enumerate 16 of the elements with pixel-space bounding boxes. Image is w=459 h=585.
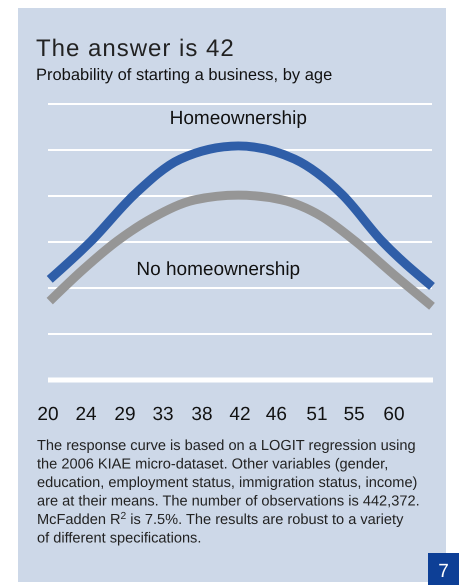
text: 7 — [438, 561, 449, 582]
x-tick-label: 55 — [344, 404, 365, 425]
x-tick-label: 38 — [191, 404, 213, 425]
series-label: Homeownership — [170, 108, 307, 129]
series-label: No homeownership — [136, 259, 300, 280]
chart-title: The answer is 42 — [36, 35, 235, 62]
x-tick-label: 51 — [306, 404, 328, 425]
x-tick-label: 24 — [75, 404, 98, 425]
x-tick-label: 20 — [37, 404, 59, 425]
text: The response curve is based on a LOGIT regression using the 2006 KIAE micro-dataset. Other variables (gender, education, employment status, immigration status, income) are at their means. The number of observations is 442,372. McFadden R$^{2}$ is 7.5%. The results are robust to a variety of different specifications. — [37, 438, 420, 546]
x-tick-label: 60 — [383, 404, 405, 425]
x-tick-label: 42 — [229, 404, 251, 425]
chart-subtitle: Probability of starting a business, by age — [36, 66, 332, 84]
x-tick-label: 46 — [266, 404, 287, 425]
x-tick-label: 33 — [152, 404, 174, 425]
x-tick-label: 29 — [114, 404, 136, 425]
